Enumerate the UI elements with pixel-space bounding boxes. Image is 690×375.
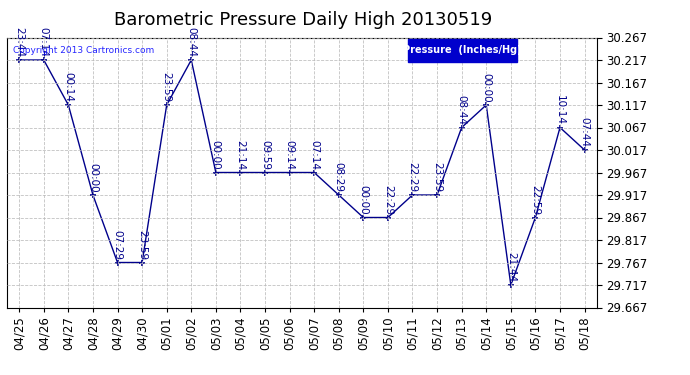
Text: 23:59: 23:59: [161, 72, 172, 102]
Text: 00:00: 00:00: [88, 163, 98, 192]
Text: 08:44: 08:44: [186, 27, 196, 57]
Text: 23:59: 23:59: [432, 162, 442, 192]
Text: 08:44: 08:44: [457, 95, 466, 125]
Text: 22:59: 22:59: [531, 184, 540, 215]
Text: 09:14: 09:14: [284, 140, 295, 170]
Text: Pressure  (Inches/Hg): Pressure (Inches/Hg): [404, 45, 522, 56]
Text: 08:29: 08:29: [334, 162, 344, 192]
Text: 00:00: 00:00: [481, 73, 491, 102]
Text: 00:00: 00:00: [211, 140, 221, 170]
Text: 22:29: 22:29: [383, 184, 393, 215]
Text: 07:14: 07:14: [39, 27, 49, 57]
Text: 07:29: 07:29: [112, 230, 123, 260]
Text: 07:44: 07:44: [580, 117, 589, 147]
Text: 21:44: 21:44: [506, 252, 516, 282]
Text: 10:14: 10:14: [555, 95, 565, 125]
Text: Barometric Pressure Daily High 20130519: Barometric Pressure Daily High 20130519: [115, 11, 493, 29]
Text: 07:14: 07:14: [309, 140, 319, 170]
Text: 09:59: 09:59: [260, 140, 270, 170]
Text: 23:44: 23:44: [14, 27, 24, 57]
Bar: [408, 39, 518, 62]
Text: Copyright 2013 Cartronics.com: Copyright 2013 Cartronics.com: [13, 46, 154, 55]
Text: 23:59: 23:59: [137, 230, 147, 260]
Text: 22:29: 22:29: [408, 162, 417, 192]
Text: 00:00: 00:00: [358, 185, 368, 215]
Text: 21:14: 21:14: [235, 140, 246, 170]
Text: 00:14: 00:14: [63, 72, 73, 102]
